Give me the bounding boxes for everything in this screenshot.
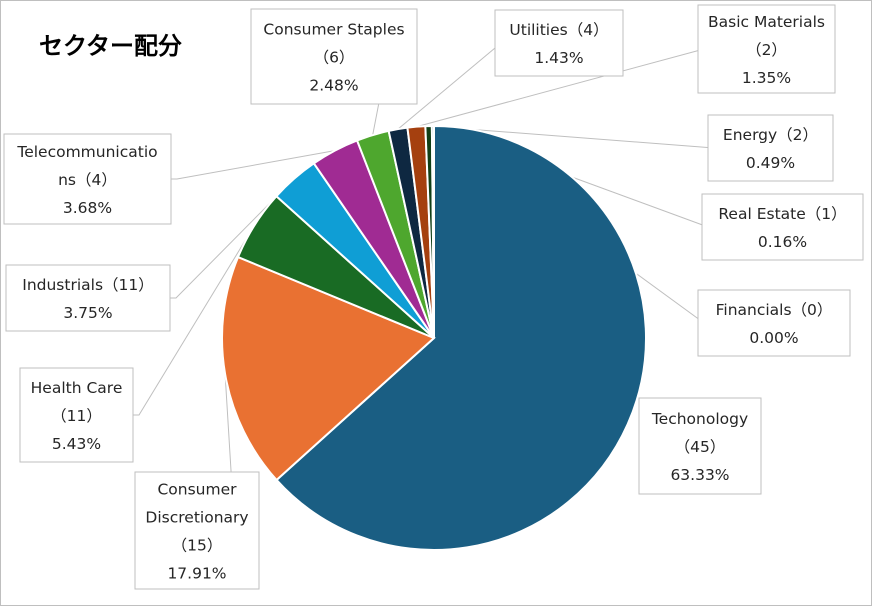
pie-slice-techonology bbox=[275, 124, 647, 551]
pie-slice-real-estate bbox=[430, 124, 435, 339]
label-count: （6） bbox=[314, 49, 355, 67]
label-box bbox=[19, 367, 134, 463]
data-label-energy: Energy（2） 0.49% bbox=[707, 114, 834, 182]
label-name: Basic Materials bbox=[708, 13, 825, 31]
label-name: Telecommunicatio bbox=[16, 143, 157, 161]
chart-title: セクター配分 bbox=[39, 32, 182, 60]
label-percent: 3.75% bbox=[63, 304, 112, 322]
label-name: Consumer bbox=[157, 481, 237, 499]
data-label-basic-materials: Basic Materials （2） 1.35% bbox=[697, 4, 836, 94]
data-label-telecommunications: Telecommunicatio ns（4） 3.68% bbox=[3, 133, 172, 225]
label-box bbox=[250, 8, 418, 105]
label-name: Energy（2） bbox=[723, 126, 818, 144]
label-percent: 0.16% bbox=[758, 233, 807, 251]
data-label-consumer-staples: Consumer Staples （6） 2.48% bbox=[250, 8, 418, 105]
label-name: Health Care bbox=[31, 379, 123, 397]
label-name: Real Estate（1） bbox=[718, 205, 846, 223]
label-count: （45） bbox=[675, 438, 726, 456]
data-label-real-estate: Real Estate（1） 0.16% bbox=[701, 193, 864, 261]
label-percent: 2.48% bbox=[309, 77, 358, 95]
label-percent: 17.91% bbox=[167, 565, 226, 583]
data-label-industrials: Industrials（11） 3.75% bbox=[5, 264, 171, 332]
label-percent: 3.68% bbox=[63, 199, 112, 217]
label-box bbox=[697, 289, 851, 357]
label-percent: 1.35% bbox=[742, 69, 791, 87]
label-percent: 0.00% bbox=[749, 329, 798, 347]
data-label-financials: Financials（0） 0.00% bbox=[697, 289, 851, 357]
pie-slice-consumer-discretionary bbox=[221, 255, 436, 482]
label-percent: 0.49% bbox=[746, 154, 795, 172]
label-box bbox=[697, 4, 836, 94]
leader-line-industrials bbox=[170, 178, 295, 299]
label-name: Industrials（11） bbox=[22, 276, 154, 294]
label-name: Financials（0） bbox=[716, 301, 833, 319]
label-box bbox=[5, 264, 171, 332]
label-count: （15） bbox=[172, 537, 223, 555]
label-name: Discretionary bbox=[145, 509, 248, 527]
label-box bbox=[3, 133, 172, 225]
data-labels: Techonology （45） 63.33% Consumer Discretion… bbox=[3, 4, 864, 590]
label-percent: 63.33% bbox=[670, 466, 729, 484]
label-count: （11） bbox=[51, 407, 102, 425]
label-box bbox=[701, 193, 864, 261]
label-name: Utilities（4） bbox=[509, 21, 608, 39]
label-name: Consumer Staples bbox=[263, 21, 404, 39]
pie-slices bbox=[221, 124, 647, 551]
label-box bbox=[134, 471, 260, 590]
label-box bbox=[707, 114, 834, 182]
leader-line-telecommunications bbox=[171, 150, 335, 180]
label-name: Techonology bbox=[651, 410, 748, 428]
label-name: ns（4） bbox=[58, 171, 117, 189]
label-box bbox=[638, 397, 762, 495]
label-percent: 5.43% bbox=[52, 435, 101, 453]
leader-line-health-care bbox=[133, 224, 256, 416]
leader-line-consumer-staples bbox=[372, 103, 380, 136]
label-box bbox=[494, 9, 624, 77]
data-label-utilities: Utilities（4） 1.43% bbox=[494, 9, 624, 77]
data-label-consumer-discretionary: Consumer Discretionary （15） 17.91% bbox=[134, 471, 260, 590]
data-label-techonology: Techonology （45） 63.33% bbox=[638, 397, 762, 495]
data-label-health-care: Health Care （11） 5.43% bbox=[19, 367, 134, 463]
label-count: （2） bbox=[746, 41, 787, 59]
label-percent: 1.43% bbox=[534, 49, 583, 67]
